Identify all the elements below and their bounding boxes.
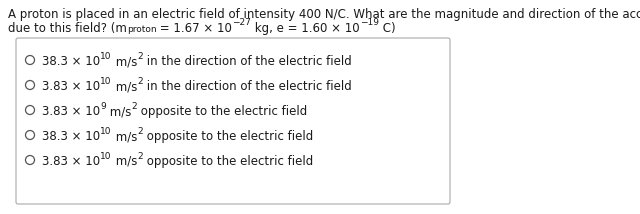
Circle shape xyxy=(26,106,35,114)
Text: 10: 10 xyxy=(100,152,111,161)
Text: = 1.67 × 10: = 1.67 × 10 xyxy=(157,22,232,35)
Text: in the direction of the electric field: in the direction of the electric field xyxy=(143,55,351,68)
Text: −19: −19 xyxy=(360,18,379,27)
Text: kg, e = 1.60 × 10: kg, e = 1.60 × 10 xyxy=(252,22,360,35)
Text: proton: proton xyxy=(127,25,157,34)
Circle shape xyxy=(26,131,35,140)
Text: 2: 2 xyxy=(137,127,143,136)
Circle shape xyxy=(26,156,35,165)
Text: 3.83 × 10: 3.83 × 10 xyxy=(42,155,100,168)
Text: due to this field? (m: due to this field? (m xyxy=(8,22,127,35)
Text: m/s: m/s xyxy=(111,130,137,143)
Text: 2: 2 xyxy=(137,152,143,161)
Text: 9: 9 xyxy=(100,102,106,111)
Text: opposite to the electric field: opposite to the electric field xyxy=(143,155,313,168)
Text: 10: 10 xyxy=(100,127,111,136)
Circle shape xyxy=(26,80,35,89)
Text: opposite to the electric field: opposite to the electric field xyxy=(137,105,307,118)
Text: 2: 2 xyxy=(137,52,143,61)
Text: 38.3 × 10: 38.3 × 10 xyxy=(42,55,100,68)
Text: 38.3 × 10: 38.3 × 10 xyxy=(42,130,100,143)
Text: m/s: m/s xyxy=(106,105,131,118)
FancyBboxPatch shape xyxy=(16,38,450,204)
Text: in the direction of the electric field: in the direction of the electric field xyxy=(143,80,351,93)
Text: 3.83 × 10: 3.83 × 10 xyxy=(42,80,100,93)
Text: 2: 2 xyxy=(131,102,137,111)
Text: −27: −27 xyxy=(232,18,252,27)
Text: A proton is placed in an electric field of intensity 400 N/C. What are the magni: A proton is placed in an electric field … xyxy=(8,8,640,21)
Circle shape xyxy=(26,55,35,64)
Text: 3.83 × 10: 3.83 × 10 xyxy=(42,105,100,118)
Text: 10: 10 xyxy=(100,52,111,61)
Text: opposite to the electric field: opposite to the electric field xyxy=(143,130,313,143)
Text: 10: 10 xyxy=(100,77,111,86)
Text: m/s: m/s xyxy=(111,55,137,68)
Text: C): C) xyxy=(379,22,396,35)
Text: 2: 2 xyxy=(137,77,143,86)
Text: m/s: m/s xyxy=(111,80,137,93)
Text: m/s: m/s xyxy=(111,155,137,168)
